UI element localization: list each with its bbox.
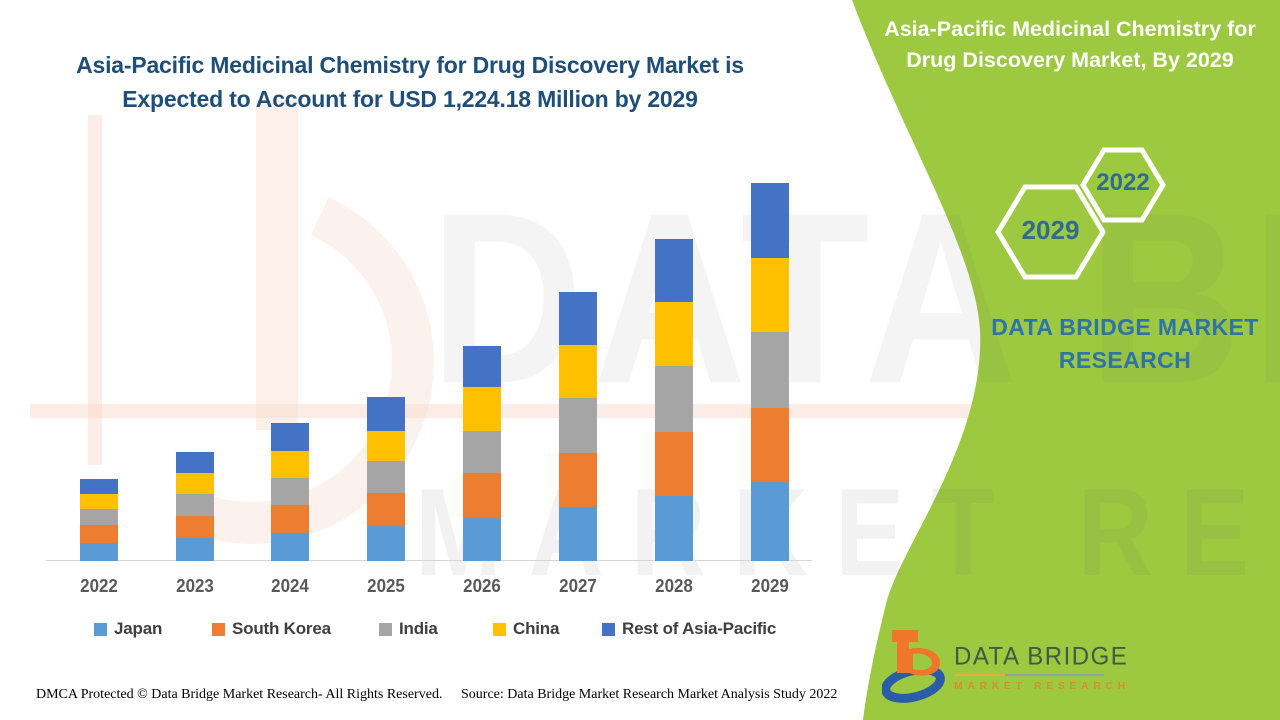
x-axis-label-2022: 2022 (80, 576, 118, 596)
legend-item-rest-of-asia-pacific: Rest of Asia-Pacific (602, 619, 776, 639)
bar-2025-segment-india (367, 461, 405, 493)
logo-name: DATA BRIDGE (954, 642, 1129, 671)
bar-2029 (751, 183, 789, 561)
panel-title-line1: Asia-Pacific Medicinal Chemistry for (884, 17, 1256, 41)
bar-2029-segment-china (751, 258, 789, 332)
legend-label-china: China (513, 619, 560, 638)
bar-2023-segment-south-korea (176, 516, 214, 538)
dmca-notice: DMCA Protected © Data Bridge Market Rese… (36, 687, 443, 702)
x-axis-label-2026: 2026 (463, 576, 501, 596)
bar-2029-segment-south-korea (751, 408, 789, 482)
page-title-line1: Asia-Pacific Medicinal Chemistry for Dru… (76, 52, 744, 78)
legend-label-south-korea: South Korea (232, 619, 331, 638)
bar-2025-segment-china (367, 431, 405, 461)
logo-underline (954, 674, 1104, 676)
legend-label-rest-of-asia-pacific: Rest of Asia-Pacific (622, 619, 777, 638)
bar-2029-segment-india (751, 332, 789, 408)
bar-2028 (655, 239, 693, 561)
bar-2024-segment-india (271, 478, 309, 505)
bar-2028-segment-india (655, 366, 693, 432)
bar-2028-segment-japan (655, 496, 693, 561)
bar-2029-segment-rest-of-asia-pacific (751, 183, 789, 258)
bar-2022-segment-china (80, 494, 118, 509)
source-notice: Source: Data Bridge Market Research Mark… (461, 687, 838, 702)
bar-2023-segment-japan (176, 538, 214, 561)
legend-label-india: India (399, 619, 438, 638)
brand-text-line2: RESEARCH (1058, 347, 1192, 373)
legend-item-china: China (493, 619, 559, 639)
bar-2024-segment-rest-of-asia-pacific (271, 423, 309, 451)
data-bridge-logo: DATA BRIDGE MARKET RESEARCH (882, 627, 1130, 705)
bar-2023 (176, 452, 214, 561)
bar-2022-segment-south-korea (80, 525, 118, 543)
bar-2026-segment-south-korea (463, 473, 501, 518)
legend-label-japan: Japan (114, 619, 163, 638)
bar-2027-segment-rest-of-asia-pacific (559, 292, 597, 345)
hexagon-2029 (995, 184, 1106, 280)
bar-2026-segment-japan (463, 518, 501, 561)
legend-swatch-rest-of-asia-pacific (602, 622, 615, 636)
x-axis-label-2028: 2028 (655, 576, 693, 596)
brand-text-line1: DATA BRIDGE MARKET (991, 314, 1259, 340)
page-title: Asia-Pacific Medicinal Chemistry for Dru… (40, 48, 780, 116)
bar-2028-segment-rest-of-asia-pacific (655, 239, 693, 302)
bar-2028-segment-south-korea (655, 432, 693, 496)
bar-2026-segment-rest-of-asia-pacific (463, 346, 501, 387)
bar-2027-segment-india (559, 398, 597, 453)
bar-2025-segment-japan (367, 526, 405, 561)
bar-2022-segment-india (80, 509, 118, 525)
bar-2026-segment-india (463, 431, 501, 473)
legend-item-india: India (379, 619, 438, 639)
page-title-line2: Expected to Account for USD 1,224.18 Mil… (122, 86, 698, 112)
x-axis-label-2025: 2025 (367, 576, 405, 596)
bar-2025-segment-rest-of-asia-pacific (367, 397, 405, 431)
x-axis-label-2023: 2023 (176, 576, 214, 596)
legend-item-south-korea: South Korea (212, 619, 331, 639)
bar-2029-segment-japan (751, 482, 789, 561)
bar-2026-segment-china (463, 387, 501, 431)
legend-swatch-india (379, 622, 392, 636)
bar-2024 (271, 423, 309, 561)
bar-2024-segment-china (271, 451, 309, 478)
x-axis-label-2027: 2027 (559, 576, 597, 596)
hexagon-year-2029: 2029 (1021, 215, 1080, 245)
hexagon-year-2022: 2022 (1096, 169, 1150, 196)
brand-text: DATA BRIDGE MARKET RESEARCH (985, 311, 1265, 377)
bar-2026 (463, 346, 501, 561)
x-axis-line (46, 560, 812, 561)
legend-swatch-china (493, 622, 506, 636)
bar-2023-segment-india (176, 494, 214, 516)
x-axis-label-2024: 2024 (271, 576, 309, 596)
bar-2022-segment-japan (80, 543, 118, 561)
bar-2022-segment-rest-of-asia-pacific (80, 479, 118, 494)
panel-title: Asia-Pacific Medicinal Chemistry for Dru… (870, 14, 1270, 76)
bar-2028-segment-china (655, 302, 693, 366)
x-axis-label-2029: 2029 (751, 576, 789, 596)
logo-subname: MARKET RESEARCH (954, 680, 1130, 692)
legend-swatch-japan (94, 622, 107, 636)
bar-2024-segment-japan (271, 533, 309, 561)
bar-2025-segment-south-korea (367, 493, 405, 526)
bar-2027-segment-china (559, 345, 597, 398)
bar-2027-segment-japan (559, 507, 597, 561)
legend-item-japan: Japan (94, 619, 162, 639)
bar-2023-segment-rest-of-asia-pacific (176, 452, 214, 473)
bar-2024-segment-south-korea (271, 505, 309, 533)
panel-title-line2: Drug Discovery Market, By 2029 (906, 48, 1234, 72)
data-bridge-logo-icon (882, 630, 945, 703)
bar-2027-segment-south-korea (559, 453, 597, 507)
hexagon-2022 (1080, 147, 1166, 223)
bar-2025 (367, 397, 405, 561)
logo-wordmark: DATA BRIDGE MARKET RESEARCH (954, 642, 1130, 692)
bar-2022 (80, 479, 118, 561)
legend-swatch-south-korea (212, 622, 225, 636)
bar-2023-segment-china (176, 473, 214, 494)
bar-2027 (559, 292, 597, 561)
